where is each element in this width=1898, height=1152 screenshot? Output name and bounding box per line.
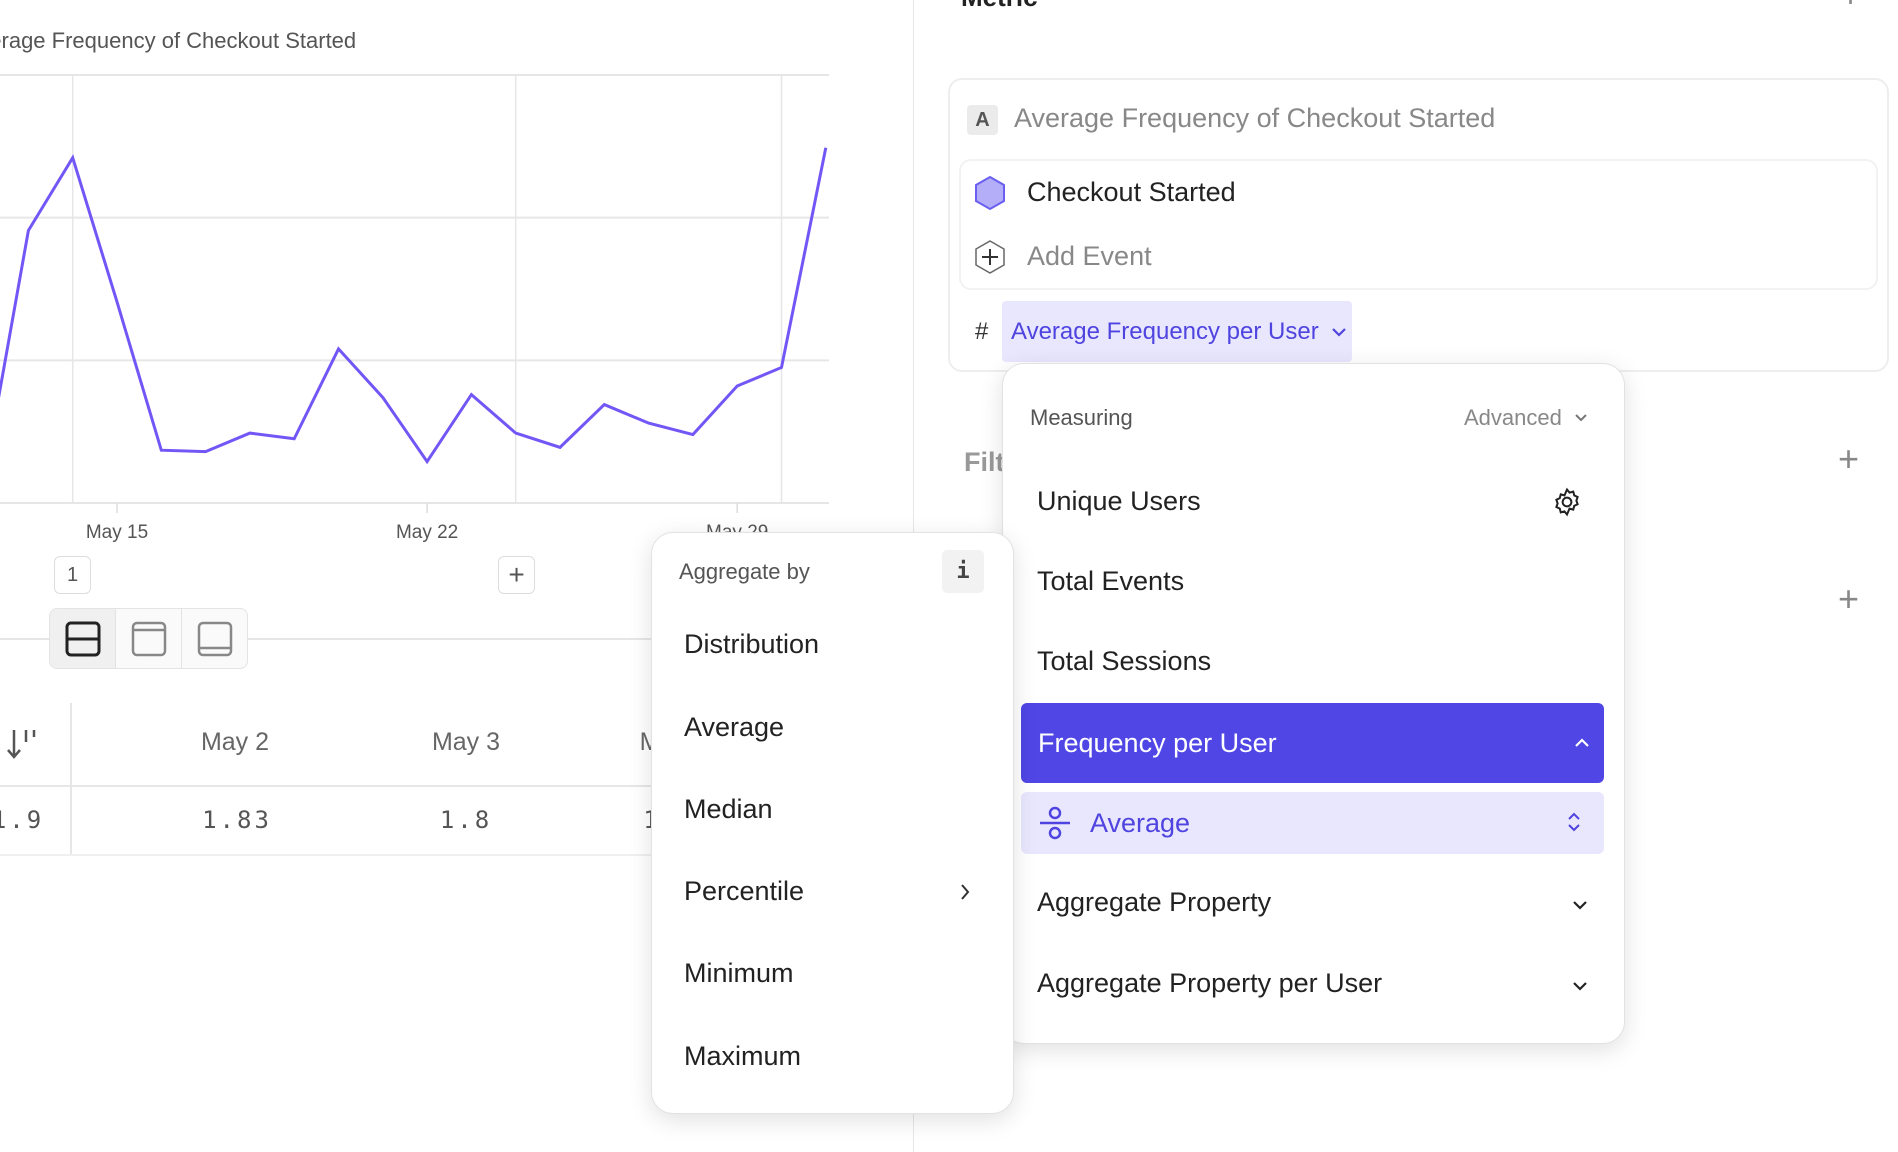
- table-row-border: [0, 854, 660, 856]
- aggregate-item-distribution[interactable]: Distribution: [684, 629, 820, 659]
- aggregate-title: Aggregate by: [679, 559, 810, 584]
- aggregate-item-maximum[interactable]: Maximum: [684, 1041, 802, 1071]
- split-view-button[interactable]: [50, 609, 116, 668]
- split-view-icon: [65, 621, 100, 656]
- add-filter-icon[interactable]: +: [1838, 438, 1860, 479]
- filter-label: Filt: [964, 447, 1005, 477]
- metric-name[interactable]: Average Frequency of Checkout Started: [1014, 103, 1496, 133]
- menu-item-aggregate-property-per-user[interactable]: Aggregate Property per User: [1037, 968, 1383, 998]
- add-event-button[interactable]: Add Event: [1027, 241, 1152, 271]
- chevron-right-icon: [961, 884, 970, 900]
- aggregate-item-median[interactable]: Median: [684, 794, 773, 824]
- info-icon[interactable]: i: [942, 550, 984, 593]
- top-view-button[interactable]: [116, 609, 182, 668]
- table-header-date[interactable]: May 2: [200, 728, 270, 756]
- bottom-view-button[interactable]: [182, 609, 247, 668]
- chart-title: Average Frequency of Checkout Started: [0, 28, 357, 53]
- aggregate-select[interactable]: Average: [1021, 792, 1604, 854]
- advanced-label: Advanced: [1464, 405, 1562, 430]
- chevron-down-icon: [1575, 414, 1587, 422]
- table-cell: 1.9: [0, 806, 45, 834]
- add-breakdown-icon[interactable]: +: [1838, 578, 1860, 619]
- sort-icon[interactable]: [6, 728, 40, 762]
- metric-badge: A: [967, 105, 998, 135]
- aggregate-item-average[interactable]: Average: [684, 712, 785, 742]
- average-icon: [1040, 806, 1070, 840]
- up-down-chevron-icon: [1568, 812, 1580, 832]
- chevron-up-icon: [1575, 738, 1589, 747]
- chevron-down-icon: [1573, 901, 1587, 910]
- hash-icon: #: [975, 318, 989, 345]
- aggregate-menu: [651, 532, 1014, 1114]
- advanced-toggle[interactable]: Advanced: [1464, 405, 1588, 431]
- table-column-divider: [70, 703, 72, 855]
- add-event-icon: [975, 240, 1005, 274]
- event-name[interactable]: Checkout Started: [1027, 177, 1236, 207]
- selected-label: Frequency per User: [1038, 727, 1277, 758]
- metric-header: Metric: [961, 0, 1038, 13]
- divider: [0, 638, 660, 640]
- table-cell: 1.8: [439, 806, 493, 834]
- bottom-view-icon: [197, 621, 232, 656]
- menu-item-unique-users[interactable]: Unique Users: [1037, 486, 1201, 516]
- add-button[interactable]: +: [498, 556, 535, 594]
- menu-item-total-sessions[interactable]: Total Sessions: [1037, 646, 1212, 676]
- x-tick-label: May 22: [396, 522, 458, 543]
- measure-dropdown[interactable]: Average Frequency per User: [1002, 301, 1352, 362]
- plus-icon: +: [508, 559, 525, 590]
- page-number-button[interactable]: 1: [54, 556, 91, 594]
- menu-item-total-events[interactable]: Total Events: [1037, 566, 1185, 596]
- top-view-icon: [131, 621, 166, 656]
- series-line: [0, 147, 828, 465]
- gear-icon[interactable]: [1552, 487, 1582, 517]
- chevron-down-icon: [1331, 327, 1346, 337]
- table-header-border: [0, 785, 660, 787]
- menu-item-frequency-per-user[interactable]: Frequency per User: [1021, 703, 1604, 783]
- events-box: [959, 159, 1878, 290]
- table-cell: 1.83: [202, 806, 272, 834]
- aggregate-item-percentile[interactable]: Percentile: [684, 876, 805, 906]
- x-tick-label: May 15: [86, 522, 148, 543]
- view-toggle: [49, 608, 248, 669]
- aggregate-item-minimum[interactable]: Minimum: [684, 958, 794, 988]
- chevron-down-icon: [1573, 982, 1587, 991]
- plus-icon[interactable]: +: [1840, 0, 1861, 16]
- measure-label: Average Frequency per User: [1011, 317, 1319, 345]
- aggregate-value: Average: [1090, 807, 1191, 838]
- event-hexagon-icon: [975, 175, 1005, 211]
- menu-item-aggregate-property[interactable]: Aggregate Property: [1037, 887, 1272, 917]
- table-header-date[interactable]: May 3: [431, 728, 501, 756]
- measuring-title: Measuring: [1030, 405, 1133, 430]
